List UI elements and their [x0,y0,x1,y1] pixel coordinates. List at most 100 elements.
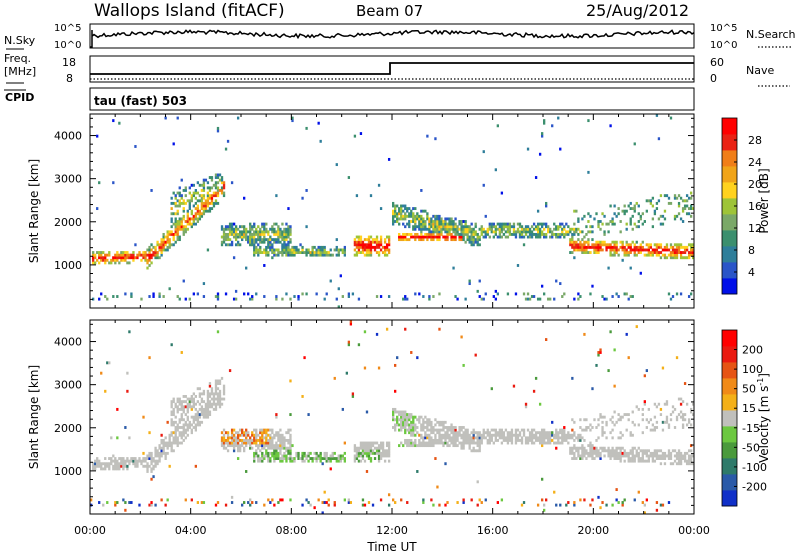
echo-cell [609,431,612,435]
echo-cell [657,137,661,141]
echo-cell [228,222,232,226]
echo-cell [631,459,634,463]
echo-cell [257,225,260,229]
echo-cell [621,503,624,507]
nave-label: Nave [746,64,774,77]
echo-cell [434,225,437,229]
echo-cell [408,441,411,445]
echo-cell [253,238,256,242]
echo-cell [689,191,693,195]
echo-cell [549,438,552,442]
echo-cell [269,433,272,437]
echo-cell [454,227,457,231]
echo-cell [293,457,296,460]
echo-cell [478,441,481,445]
echo-cell [387,444,391,448]
y-tick-label: 1000 [54,465,82,478]
echo-cell [112,467,115,471]
echo-cell [245,232,248,236]
echo-cell [446,217,449,221]
echo-cell [319,253,322,257]
echo-cell [190,194,193,198]
echo-cell [406,413,409,417]
echo-cell [434,428,437,432]
echo-cell [480,227,483,231]
echo-cell [106,464,109,468]
echo-cell [498,436,502,440]
echo-cell [573,457,576,460]
echo-cell [170,433,173,437]
echo-cell [154,459,157,463]
echo-cell [220,438,224,442]
echo-cell [488,441,491,445]
echo-cell [204,413,208,417]
echo-cell [329,279,332,283]
echo-cell [631,207,634,211]
echo-cell [275,454,278,458]
echo-cell [524,230,528,234]
echo-cell [510,431,514,435]
echo-cell [184,428,187,432]
echo-cell [619,245,622,249]
echo-cell [639,248,642,252]
echo-cell [466,235,469,239]
echo-cell [212,407,216,411]
echo-cell [607,266,610,270]
echo-cell [174,222,177,226]
echo-cell [424,433,427,437]
echo-cell [313,457,316,460]
echo-cell [234,289,238,293]
echo-cell [502,433,506,437]
echo-cell [691,248,695,252]
echo-cell [549,436,552,440]
echo-cell [655,243,659,247]
echo-cell [162,243,165,247]
echo-cell [174,240,177,244]
echo-cell [659,243,663,247]
echo-cell [251,238,254,242]
echo-cell [371,503,375,507]
echo-cell [226,449,230,453]
echo-cell [641,501,644,504]
echo-cell [563,428,566,432]
echo-cell [331,454,334,458]
echo-cell [639,214,642,218]
echo-cell [617,454,620,458]
echo-cell [176,227,179,231]
echo-cell [220,441,224,445]
echo-cell [518,438,522,442]
echo-cell [649,418,653,422]
echo-cell [166,446,169,450]
echo-cell [625,413,628,417]
echo-cell [583,428,586,432]
echo-cell [422,420,425,424]
echo-cell [512,232,516,236]
echo-cell [319,459,322,463]
echo-cell [156,251,159,254]
echo-cell [621,454,624,458]
echo-cell [164,457,167,460]
echo-cell [651,457,655,460]
echo-cell [377,245,381,249]
echo-cell [325,251,328,254]
echo-cell [249,240,252,244]
echo-cell [522,428,526,432]
echo-cell [617,457,620,460]
echo-cell [474,353,477,357]
echo-cell [448,217,451,221]
echo-cell [458,222,461,226]
echo-cell [168,433,171,437]
echo-cell [343,248,346,252]
echo-cell [464,240,467,244]
echo-cell [224,235,228,239]
echo-cell [468,225,471,229]
echo-cell [412,423,415,427]
echo-cell [675,292,679,296]
echo-cell [408,428,411,432]
echo-cell [392,212,395,216]
echo-cell [375,240,379,244]
echo-cell [573,240,576,244]
echo-cell [275,449,278,453]
echo-cell [160,433,163,437]
echo-cell [365,238,369,242]
